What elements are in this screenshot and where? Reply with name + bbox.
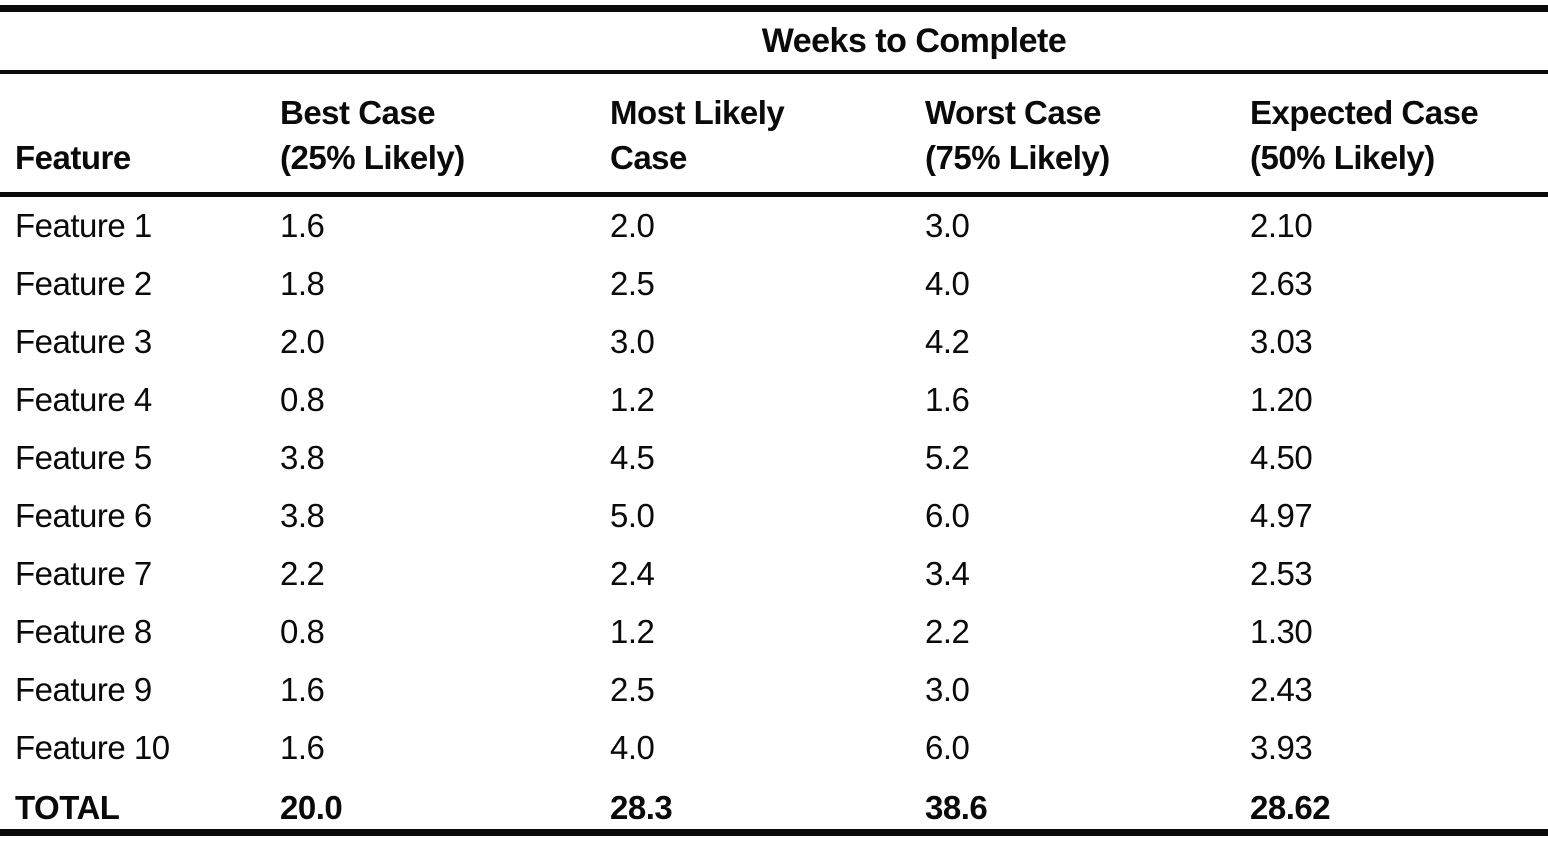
feature-cell: Feature 5 bbox=[15, 439, 152, 476]
column-header-best-case: Best Case (25% Likely) bbox=[280, 74, 610, 197]
table-row: Feature 8 0.8 1.2 2.2 1.30 bbox=[0, 603, 1548, 661]
most-likely-cell: 1.2 bbox=[610, 381, 655, 418]
most-likely-cell: 2.5 bbox=[610, 671, 655, 708]
expected-case-cell: 3.03 bbox=[1250, 323, 1313, 360]
expected-case-cell: 2.43 bbox=[1250, 671, 1313, 708]
top-rule bbox=[0, 5, 1548, 12]
worst-case-cell: 3.0 bbox=[925, 671, 970, 708]
feature-cell: Feature 3 bbox=[15, 323, 152, 360]
header-line-1: Most Likely bbox=[610, 94, 785, 131]
worst-case-cell: 3.4 bbox=[925, 555, 970, 592]
expected-case-cell: 1.30 bbox=[1250, 613, 1313, 650]
expected-case-cell: 4.97 bbox=[1250, 497, 1313, 534]
spanner-row: Weeks to Complete bbox=[0, 12, 1548, 70]
total-worst-case: 38.6 bbox=[925, 789, 988, 826]
header-line-1: Worst Case bbox=[925, 94, 1101, 131]
expected-case-cell: 2.10 bbox=[1250, 207, 1313, 244]
best-case-cell: 1.6 bbox=[280, 729, 325, 766]
table-row: Feature 10 1.6 4.0 6.0 3.93 bbox=[0, 719, 1548, 777]
worst-case-cell: 1.6 bbox=[925, 381, 970, 418]
table-header: Feature Best Case (25% Likely) Most Like… bbox=[0, 74, 1548, 197]
table-row: Feature 7 2.2 2.4 3.4 2.53 bbox=[0, 545, 1548, 603]
best-case-cell: 1.6 bbox=[280, 671, 325, 708]
most-likely-cell: 2.4 bbox=[610, 555, 655, 592]
worst-case-cell: 3.0 bbox=[925, 207, 970, 244]
total-row: TOTAL 20.0 28.3 38.6 28.62 bbox=[0, 777, 1548, 839]
header-line-1: Expected Case bbox=[1250, 94, 1479, 131]
estimation-table: Feature Best Case (25% Likely) Most Like… bbox=[0, 74, 1548, 839]
weeks-to-complete-header: Weeks to Complete bbox=[761, 21, 1067, 60]
worst-case-cell: 6.0 bbox=[925, 497, 970, 534]
header-line-2: Feature bbox=[15, 139, 131, 176]
expected-case-cell: 4.50 bbox=[1250, 439, 1313, 476]
header-line-1: Best Case bbox=[280, 94, 436, 131]
worst-case-cell: 4.0 bbox=[925, 265, 970, 302]
table-row: Feature 5 3.8 4.5 5.2 4.50 bbox=[0, 429, 1548, 487]
best-case-cell: 3.8 bbox=[280, 497, 325, 534]
best-case-cell: 1.6 bbox=[280, 207, 325, 244]
column-header-worst-case: Worst Case (75% Likely) bbox=[925, 74, 1250, 197]
expected-case-cell: 2.53 bbox=[1250, 555, 1313, 592]
table-body: Feature 1 1.6 2.0 3.0 2.10 Feature 2 1.8… bbox=[0, 195, 1548, 840]
worst-case-cell: 2.2 bbox=[925, 613, 970, 650]
table-row: Feature 6 3.8 5.0 6.0 4.97 bbox=[0, 487, 1548, 545]
feature-cell: Feature 8 bbox=[15, 613, 152, 650]
best-case-cell: 2.0 bbox=[280, 323, 325, 360]
expected-case-cell: 3.93 bbox=[1250, 729, 1313, 766]
most-likely-cell: 2.0 bbox=[610, 207, 655, 244]
feature-cell: Feature 4 bbox=[15, 381, 152, 418]
total-expected: 28.62 bbox=[1250, 789, 1331, 826]
total-best-case: 20.0 bbox=[280, 789, 343, 826]
column-header-feature: Feature bbox=[0, 74, 280, 197]
spanner-underline-rule bbox=[0, 70, 1548, 74]
header-line-2: (25% Likely) bbox=[280, 139, 465, 176]
best-case-cell: 0.8 bbox=[280, 381, 325, 418]
most-likely-cell: 2.5 bbox=[610, 265, 655, 302]
table-row: Feature 1 1.6 2.0 3.0 2.10 bbox=[0, 195, 1548, 256]
best-case-cell: 3.8 bbox=[280, 439, 325, 476]
table-row: Feature 9 1.6 2.5 3.0 2.43 bbox=[0, 661, 1548, 719]
bottom-rule bbox=[0, 829, 1548, 836]
best-case-cell: 0.8 bbox=[280, 613, 325, 650]
most-likely-cell: 4.5 bbox=[610, 439, 655, 476]
best-case-cell: 2.2 bbox=[280, 555, 325, 592]
feature-cell: Feature 9 bbox=[15, 671, 152, 708]
column-header-expected-case: Expected Case (50% Likely) bbox=[1250, 74, 1548, 197]
most-likely-cell: 4.0 bbox=[610, 729, 655, 766]
table-row: Feature 2 1.8 2.5 4.0 2.63 bbox=[0, 255, 1548, 313]
expected-case-cell: 1.20 bbox=[1250, 381, 1313, 418]
feature-cell: Feature 2 bbox=[15, 265, 152, 302]
worst-case-cell: 4.2 bbox=[925, 323, 970, 360]
table-row: Feature 4 0.8 1.2 1.6 1.20 bbox=[0, 371, 1548, 429]
header-line-2: (50% Likely) bbox=[1250, 139, 1435, 176]
table-row: Feature 3 2.0 3.0 4.2 3.03 bbox=[0, 313, 1548, 371]
most-likely-cell: 3.0 bbox=[610, 323, 655, 360]
most-likely-cell: 1.2 bbox=[610, 613, 655, 650]
feature-cell: Feature 1 bbox=[15, 207, 152, 244]
feature-cell: Feature 6 bbox=[15, 497, 152, 534]
feature-cell: Feature 10 bbox=[15, 729, 170, 766]
worst-case-cell: 6.0 bbox=[925, 729, 970, 766]
worst-case-cell: 5.2 bbox=[925, 439, 970, 476]
column-header-most-likely-case: Most Likely Case bbox=[610, 74, 925, 197]
total-most-likely: 28.3 bbox=[610, 789, 673, 826]
header-row: Feature Best Case (25% Likely) Most Like… bbox=[0, 74, 1548, 197]
expected-case-cell: 2.63 bbox=[1250, 265, 1313, 302]
total-label: TOTAL bbox=[15, 789, 120, 826]
best-case-cell: 1.8 bbox=[280, 265, 325, 302]
feature-cell: Feature 7 bbox=[15, 555, 152, 592]
most-likely-cell: 5.0 bbox=[610, 497, 655, 534]
header-line-2: (75% Likely) bbox=[925, 139, 1110, 176]
header-line-2: Case bbox=[610, 139, 687, 176]
